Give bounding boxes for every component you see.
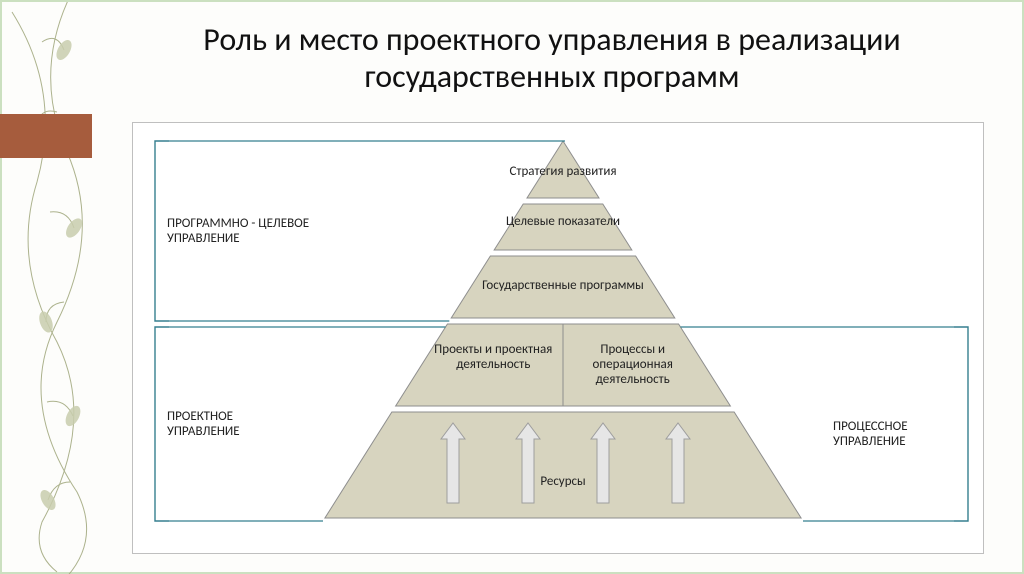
- pyramid-label: Целевые показатели: [503, 215, 623, 230]
- slide-title: Роль и место проектного управления в реа…: [112, 22, 992, 96]
- category-label: ПРОЕКТНОЕ УПРАВЛЕНИЕ: [167, 410, 297, 440]
- pyramid-label: Ресурсы: [513, 475, 613, 490]
- pyramid-label: Государственные программы: [453, 279, 673, 294]
- pyramid-label: Стратегия развития: [508, 165, 618, 180]
- category-label: ПРОГРАММНО - ЦЕЛЕВОЕ УПРАВЛЕНИЕ: [167, 217, 317, 247]
- category-label: ПРОЦЕССНОЕ УПРАВЛЕНИЕ: [833, 420, 963, 450]
- pyramid-label: Процессы и операционная деятельность: [571, 343, 694, 388]
- pyramid-diagram: Стратегия развития Целевые показатели Госу…: [132, 122, 984, 554]
- accent-bar: [0, 114, 92, 158]
- pyramid-label: Проекты и проектная деятельность: [432, 343, 555, 373]
- slide: Роль и место проектного управления в реа…: [0, 0, 1024, 574]
